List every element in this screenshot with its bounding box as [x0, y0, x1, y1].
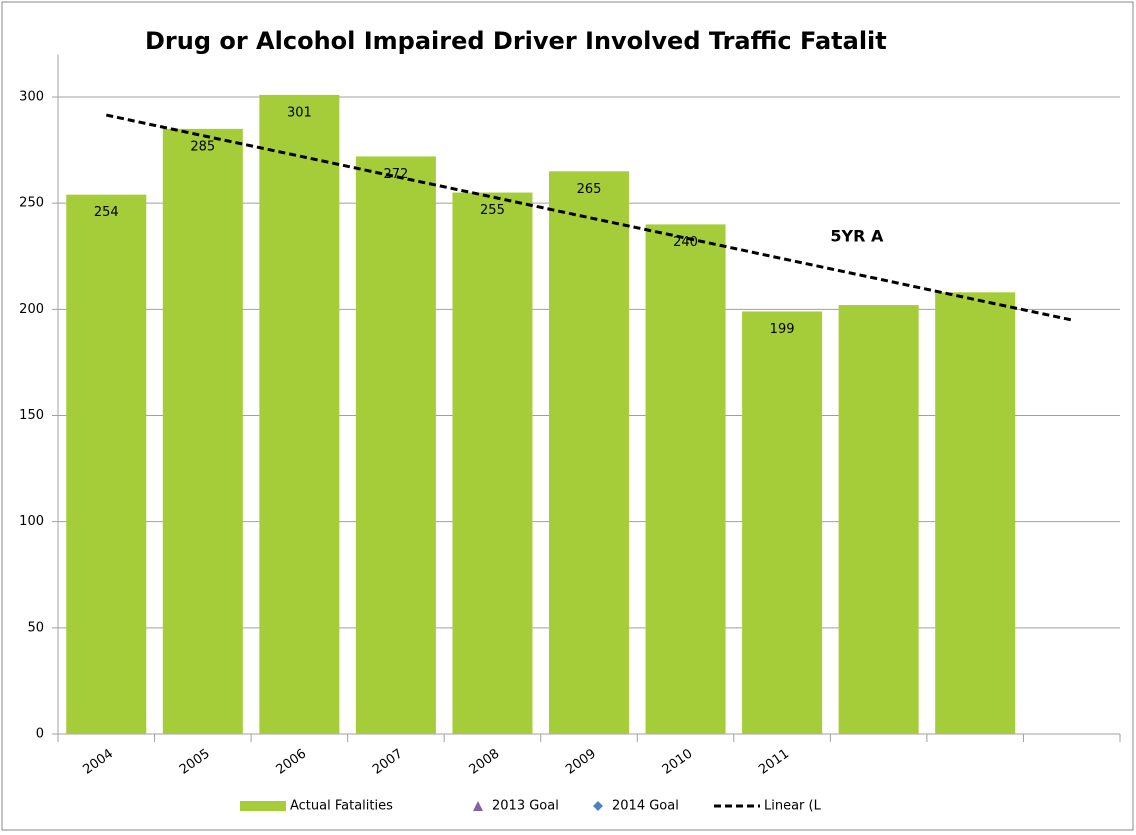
value-label: 265 [577, 182, 602, 197]
bar [452, 192, 533, 735]
bar [935, 292, 1016, 734]
legend-label: 2014 Goal [612, 799, 679, 814]
bar [355, 156, 436, 734]
bar [259, 94, 340, 735]
annotation: 5YR A [830, 227, 884, 246]
y-tick-label: 300 [19, 90, 44, 105]
bar [162, 128, 243, 735]
value-label: 285 [190, 139, 215, 154]
bar [549, 171, 629, 735]
y-tick-label: 100 [19, 514, 44, 529]
chart-title: Drug or Alcohol Impaired Driver Involved… [145, 27, 887, 55]
bar [742, 311, 823, 734]
value-label: 254 [94, 205, 119, 220]
value-label: 199 [770, 322, 795, 337]
value-label: 301 [287, 105, 312, 120]
legend-swatch [240, 801, 286, 811]
y-tick-label: 50 [27, 620, 44, 635]
y-tick-label: 150 [19, 408, 44, 423]
y-tick-label: 250 [19, 196, 44, 211]
bar [838, 305, 919, 734]
legend-label: Linear (L [764, 799, 822, 814]
legend-label: 2013 Goal [492, 799, 559, 814]
y-tick-label: 200 [19, 302, 44, 317]
value-label: 255 [480, 203, 505, 218]
legend-swatch [473, 801, 483, 811]
legend-swatch [593, 801, 603, 811]
bar [645, 224, 726, 734]
legend-label: Actual Fatalities [290, 799, 393, 814]
y-tick-label: 0 [36, 727, 44, 742]
bar [66, 194, 147, 734]
